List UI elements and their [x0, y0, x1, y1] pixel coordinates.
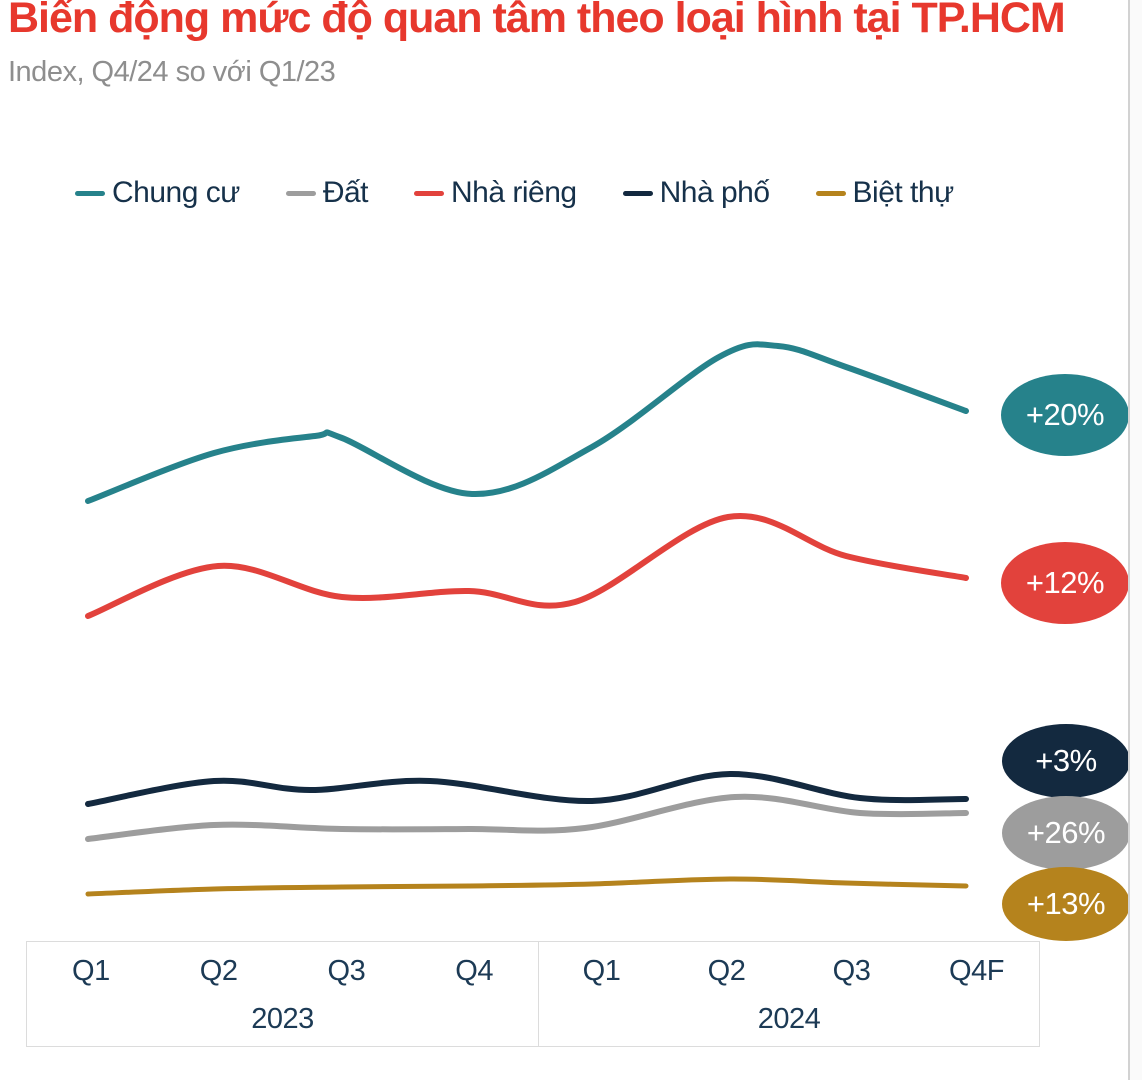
legend-swatch-icon — [622, 190, 653, 196]
series-line-2 — [85, 793, 969, 842]
legend-swatch-icon — [285, 190, 316, 196]
x-axis-group-2023: Q1 Q2 Q3 Q4 2023 — [27, 942, 538, 1046]
page-subtitle: Index, Q4/24 so với Q1/23 — [8, 56, 336, 88]
x-axis-group-2024: Q1 Q2 Q3 Q4F 2024 — [538, 942, 1039, 1046]
series-line-3 — [85, 512, 969, 619]
legend-label: Đất — [322, 176, 369, 209]
legend-label: Nhà riêng — [451, 176, 577, 209]
legend-label: Biệt thự — [852, 176, 955, 209]
legend-swatch-icon — [815, 190, 846, 196]
year-label-2023: 2023 — [251, 1003, 314, 1035]
axis-tick: Q1 — [582, 955, 621, 987]
axis-tick: Q3 — [327, 955, 366, 987]
end-value-badge-nha-pho: +3% — [1002, 724, 1130, 798]
end-value-badge-chung-cu: +20% — [1001, 374, 1129, 456]
x-axis: Q1 Q2 Q3 Q4 2023 Q1 Q2 Q3 Q4F 2024 — [26, 941, 1040, 1047]
end-value-badge-dat: +26% — [1002, 796, 1130, 870]
year-label-2024: 2024 — [757, 1003, 821, 1035]
legend-item-nha-pho: Nhà phố — [622, 176, 770, 210]
series-line-4 — [85, 770, 969, 807]
chart-legend: Chung cư Đất Nhà riêng Nhà phố Biệt thự — [75, 176, 954, 210]
axis-tick: Q2 — [707, 955, 746, 987]
legend-label: Chung cư — [112, 176, 240, 209]
scrollbar-track[interactable] — [1130, 0, 1142, 1080]
axis-tick: Q1 — [72, 955, 110, 987]
series-line-5 — [85, 876, 969, 897]
legend-item-chung-cu: Chung cư — [75, 176, 240, 210]
legend-swatch-icon — [75, 190, 105, 196]
axis-tick: Q2 — [199, 955, 238, 987]
page-edge-divider — [1128, 0, 1130, 1080]
legend-item-biet-thu: Biệt thự — [815, 176, 955, 210]
legend-swatch-icon — [414, 190, 445, 196]
quarter-labels-2024: Q1 Q2 Q3 Q4F — [539, 955, 1039, 988]
quarter-labels-2023: Q1 Q2 Q3 Q4 — [27, 955, 538, 988]
end-value-badge-biet-thu: +13% — [1002, 867, 1130, 941]
axis-tick: Q4F — [949, 955, 1004, 987]
axis-tick: Q3 — [832, 955, 871, 987]
end-value-badge-nha-rieng: +12% — [1001, 542, 1129, 624]
legend-item-nha-rieng: Nhà riêng — [414, 176, 577, 210]
series-line-1 — [85, 341, 969, 504]
legend-item-dat: Đất — [285, 176, 369, 210]
legend-label: Nhà phố — [659, 176, 770, 209]
axis-tick: Q4 — [455, 955, 493, 987]
page-title: Biến động mức độ quan tâm theo loại hình… — [8, 0, 1066, 42]
